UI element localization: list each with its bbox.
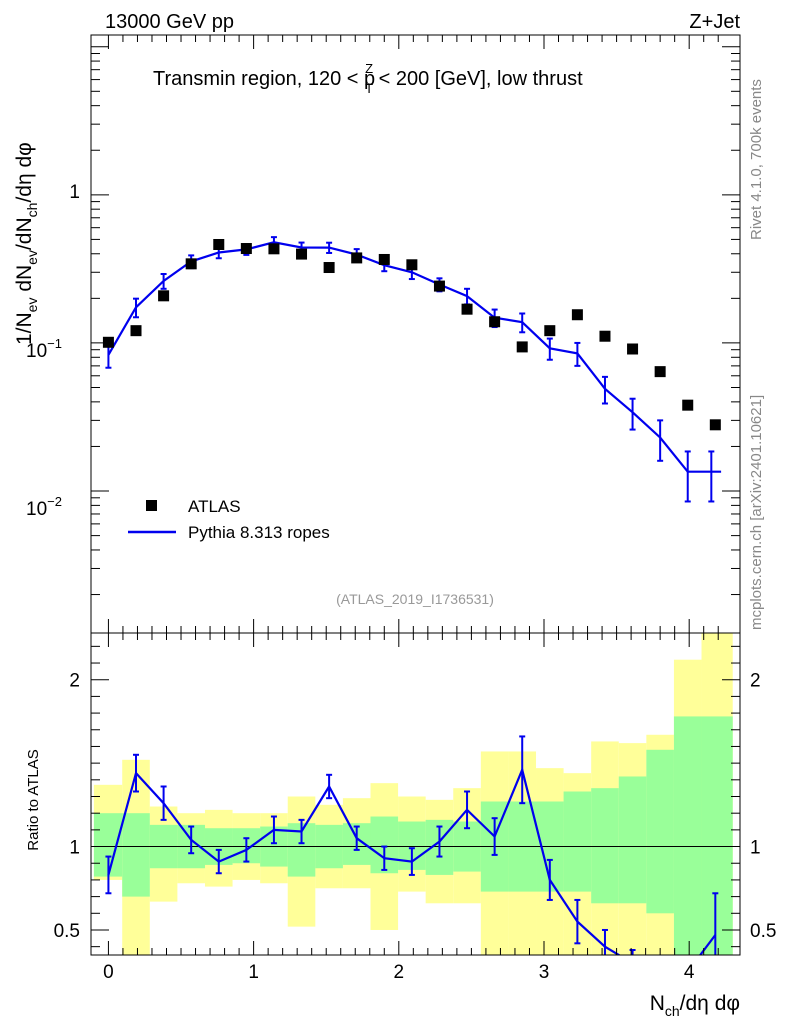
atlas-point xyxy=(102,336,114,348)
atlas-point xyxy=(185,258,197,270)
xtick-label: 0 xyxy=(103,962,114,983)
ratio-ytick-label-right: 1 xyxy=(750,838,761,859)
xtick-label: 3 xyxy=(539,962,550,983)
analysis-id: (ATLAS_2019_I1736531) xyxy=(336,591,494,607)
legend-atlas-label: ATLAS xyxy=(188,497,241,516)
atlas-point xyxy=(516,341,528,353)
ytick-label-1: 1 xyxy=(69,182,80,203)
uncertainty-band-green xyxy=(563,791,592,892)
atlas-point xyxy=(599,330,611,342)
atlas-point xyxy=(544,325,556,337)
uncertainty-band-green xyxy=(122,813,150,897)
ratio-axis-ticks xyxy=(91,633,740,955)
ratio-plot-marks xyxy=(91,633,740,955)
ratio-ytick-label-right: 0.5 xyxy=(750,921,776,942)
plot-title: Transmin region, 120 < pZ T < 200 [GeV], … xyxy=(153,61,583,96)
xtick-label: 1 xyxy=(248,962,259,983)
atlas-point xyxy=(461,303,473,315)
ytick-label-1e-2: 10−2 xyxy=(26,494,62,520)
ratio-series-group xyxy=(105,735,719,955)
xlabel: Nch/dη dφ xyxy=(650,992,740,1019)
atlas-point xyxy=(489,316,501,328)
process-label: Z+Jet xyxy=(689,11,740,33)
main-plot-marks xyxy=(102,236,722,503)
legend-atlas-marker xyxy=(146,500,157,511)
ratio-ytick-label-right: 2 xyxy=(750,671,761,692)
mc-line xyxy=(107,241,722,473)
atlas-point xyxy=(682,399,694,411)
ratio-ylabel: Ratio to ATLAS xyxy=(25,749,42,850)
uncertainty-band-green xyxy=(618,776,647,904)
atlas-point xyxy=(130,325,142,337)
xtick-label: 2 xyxy=(394,962,405,983)
atlas-point xyxy=(378,253,390,265)
atlas-point xyxy=(240,243,252,255)
ratio-panel: 0.5 0.5 1 1 2 2 0 1 2 3 4 Ratio to ATLAS Nch/dη dφ xyxy=(25,632,777,1019)
ytick-label-1e-1: 10−1 xyxy=(26,336,62,362)
atlas-point xyxy=(296,248,308,260)
atlas-point xyxy=(406,259,418,271)
atlas-point xyxy=(654,366,666,378)
uncertainty-band-green xyxy=(646,749,674,914)
uncertainty-band-green xyxy=(591,788,619,904)
ratio-ytick-label: 0.5 xyxy=(54,921,80,942)
rivet-version-label: Rivet 4.1.0, 700k events xyxy=(748,79,765,240)
legend-mc-label: Pythia 8.313 ropes xyxy=(188,523,330,542)
atlas-point xyxy=(158,290,170,302)
ratio-frame xyxy=(90,632,741,956)
main-ylabel: 1/Nev dNev/dNch/dη dφ xyxy=(13,142,40,345)
atlas-point xyxy=(627,343,639,355)
atlas-point xyxy=(213,238,225,250)
mcplots-label: mcplots.cern.ch [arXiv:2401.10621] xyxy=(748,395,765,630)
ratio-ytick-label: 1 xyxy=(69,838,80,859)
atlas-point xyxy=(323,262,335,274)
ratio-ytick-label: 2 xyxy=(69,671,80,692)
main-frame xyxy=(90,34,741,634)
atlas-point xyxy=(571,309,583,321)
main-panel: Transmin region, 120 < pZ T < 200 [GeV], … xyxy=(13,34,741,634)
atlas-point xyxy=(351,252,363,264)
xtick-label: 4 xyxy=(684,962,695,983)
atlas-point xyxy=(709,419,721,431)
collision-label: 13000 GeV pp xyxy=(105,11,234,33)
uncertainty-band-green xyxy=(673,716,702,955)
atlas-point xyxy=(433,280,445,292)
atlas-point xyxy=(268,243,280,255)
main-axis-ticks xyxy=(91,35,740,633)
ratio-tick-labels: 0.5 0.5 1 1 2 2 0 1 2 3 4 xyxy=(54,671,777,983)
uncertainty-band-green xyxy=(701,716,733,955)
